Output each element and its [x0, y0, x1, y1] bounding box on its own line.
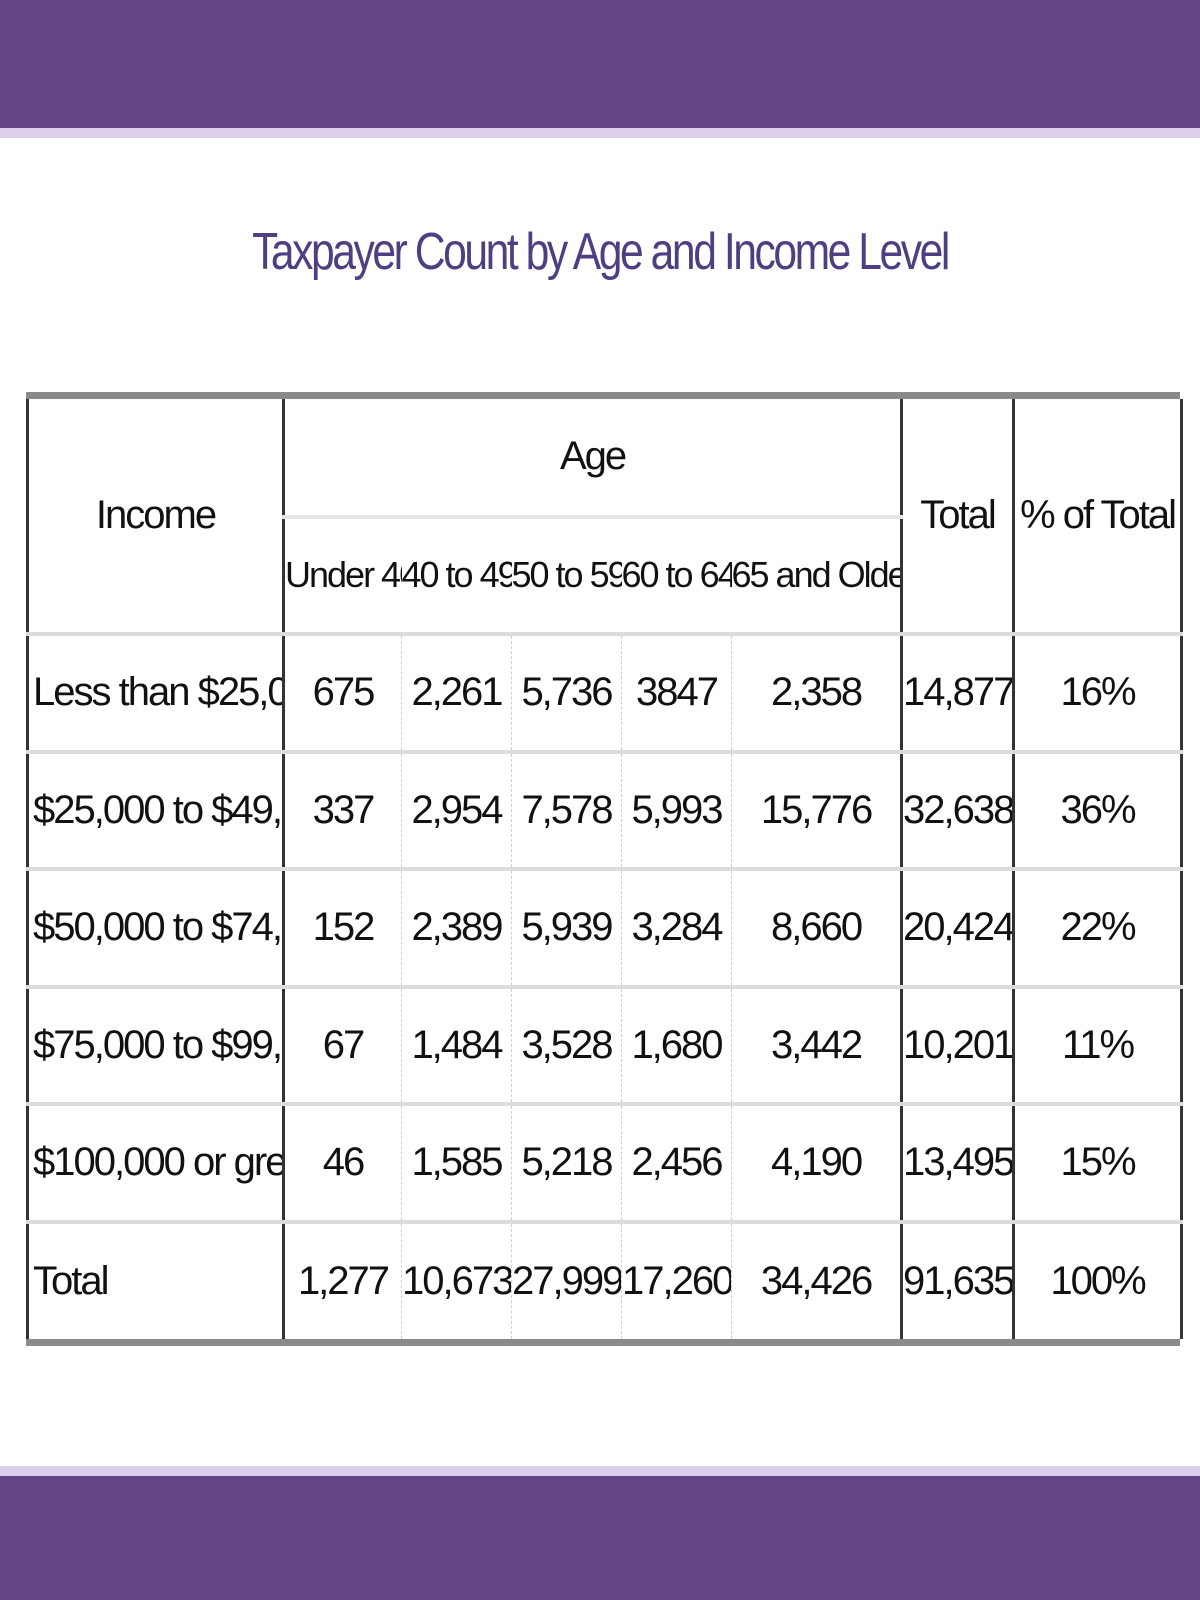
- count-cell: 2,389: [401, 867, 512, 987]
- count-cell: 2,358: [730, 632, 902, 752]
- count-cell: 1,484: [401, 984, 512, 1104]
- pct-cell: 22%: [1013, 867, 1184, 987]
- data-table-frame: Income Age Total % of Total Under 40 40 …: [26, 392, 1184, 1346]
- pct-cell: 15%: [1013, 1102, 1184, 1222]
- page-title: Taxpayer Count by Age and Income Level: [252, 223, 950, 281]
- age-header: Age: [559, 434, 627, 479]
- pct-header: % of Total: [1013, 399, 1184, 634]
- age-col-header: 65 and Older: [731, 514, 902, 634]
- total-cell: 20,424: [900, 867, 1016, 987]
- count-cell: 8,660: [730, 867, 902, 987]
- count-cell: 152: [283, 867, 402, 987]
- top-band-accent: [0, 128, 1200, 138]
- count-cell: 2,456: [621, 1102, 732, 1222]
- count-cell: 10,673: [401, 1219, 512, 1339]
- count-cell: 3847: [621, 632, 732, 752]
- count-cell: 5,939: [511, 867, 622, 987]
- total-header: Total: [900, 399, 1016, 634]
- bottom-band: [0, 1476, 1200, 1600]
- count-cell: 5,736: [511, 632, 622, 752]
- count-cell: 1,277: [283, 1219, 402, 1339]
- count-cell: 337: [283, 749, 402, 869]
- age-col-header: 50 to 59: [511, 514, 622, 634]
- income-cell: $25,000 to $49,999: [26, 749, 285, 869]
- count-cell: 3,284: [621, 867, 732, 987]
- count-cell: 34,426: [730, 1219, 902, 1339]
- top-band: [0, 0, 1200, 128]
- pct-cell: 36%: [1013, 749, 1184, 869]
- table-row: $25,000 to $49,9993372,9547,5785,99315,7…: [26, 749, 1184, 869]
- count-cell: 3,442: [730, 984, 902, 1104]
- header-row-age-groups: Under 40 40 to 49 50 to 59 60 to 64 65 a…: [28, 514, 1182, 634]
- count-cell: 67: [283, 984, 402, 1104]
- count-cell: 675: [283, 632, 402, 752]
- table-row: Less than $25,0006752,2615,73638472,3581…: [26, 632, 1184, 752]
- income-header: Income: [26, 399, 285, 634]
- age-col-header: 40 to 49: [401, 514, 512, 634]
- count-cell: 2,261: [401, 632, 512, 752]
- income-cell: $50,000 to $74,999: [26, 867, 285, 987]
- count-cell: 1,585: [401, 1102, 512, 1222]
- table-row: $75,000 to $99,999671,4843,5281,6803,442…: [26, 984, 1184, 1104]
- count-cell: 17,260: [621, 1219, 732, 1339]
- pct-cell: 100%: [1013, 1219, 1184, 1339]
- count-cell: 7,578: [511, 749, 622, 869]
- count-cell: 46: [283, 1102, 402, 1222]
- income-cell: $75,000 to $99,999: [26, 984, 285, 1104]
- income-cell: Total: [26, 1219, 285, 1339]
- pct-cell: 11%: [1013, 984, 1184, 1104]
- total-cell: 91,635: [900, 1219, 1016, 1339]
- count-cell: 27,999: [511, 1219, 622, 1339]
- table-row: $50,000 to $74,9991522,3895,9393,2848,66…: [26, 867, 1184, 987]
- total-cell: 14,877: [900, 632, 1016, 752]
- age-col-header: Under 40: [283, 514, 402, 634]
- count-cell: 5,993: [621, 749, 732, 869]
- count-cell: 5,218: [511, 1102, 622, 1222]
- count-cell: 2,954: [401, 749, 512, 869]
- pct-cell: 16%: [1013, 632, 1184, 752]
- income-cell: $100,000 or greater: [26, 1102, 285, 1222]
- total-cell: 10,201: [900, 984, 1016, 1104]
- income-cell: Less than $25,000: [26, 632, 285, 752]
- age-col-header: 60 to 64: [621, 514, 732, 634]
- count-cell: 3,528: [511, 984, 622, 1104]
- taxpayer-table: Income Age Total % of Total Under 40 40 …: [26, 399, 1184, 1339]
- total-cell: 13,495: [900, 1102, 1016, 1222]
- bottom-band-accent: [0, 1466, 1200, 1476]
- table-total-row: Total 1,277 10,673 27,999 17,260 34,426 91,635…: [26, 1219, 1184, 1339]
- header-row-age: Income Age Total % of Total: [26, 399, 1184, 634]
- count-cell: 1,680: [621, 984, 732, 1104]
- count-cell: 15,776: [730, 749, 902, 869]
- table-row: $100,000 or greater461,5855,2182,4564,19…: [26, 1102, 1184, 1222]
- total-cell: 32,638: [900, 749, 1016, 869]
- count-cell: 4,190: [730, 1102, 902, 1222]
